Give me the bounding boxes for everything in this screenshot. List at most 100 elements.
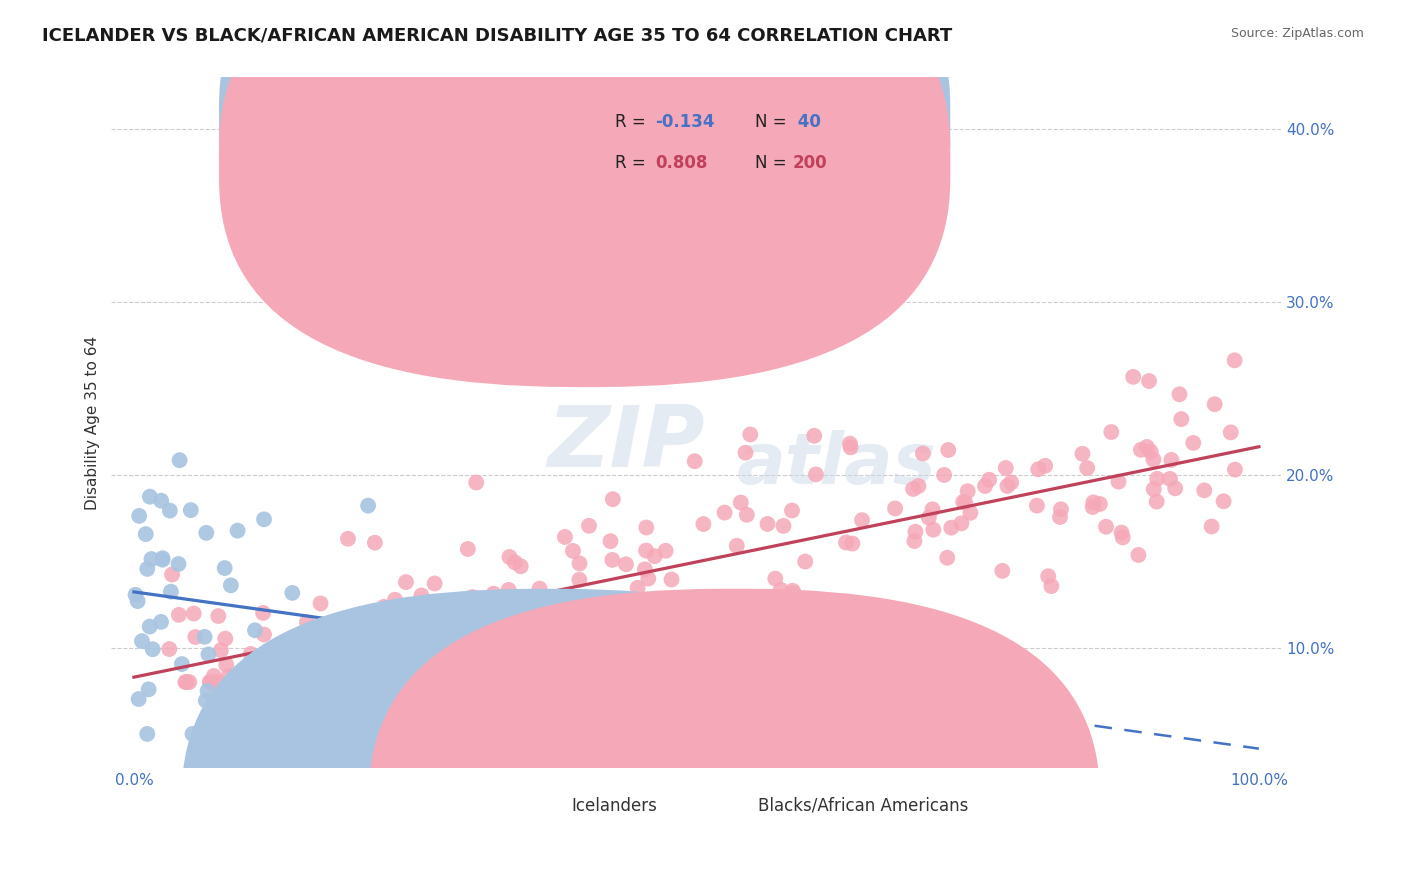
Point — [232, 666, 254, 681]
Point — [803, 429, 825, 443]
Point — [683, 454, 706, 468]
Text: Blacks/African Americans: Blacks/African Americans — [758, 797, 969, 814]
Point — [644, 549, 666, 564]
Point — [602, 553, 624, 567]
Point — [922, 523, 945, 537]
Point — [219, 578, 242, 592]
Point — [921, 502, 943, 516]
Point — [1033, 458, 1056, 473]
Point — [1122, 369, 1144, 384]
Point — [170, 657, 193, 671]
Point — [253, 627, 276, 641]
Point — [911, 446, 934, 460]
Point — [1219, 425, 1241, 440]
Point — [207, 609, 229, 624]
Point — [262, 675, 284, 690]
Point — [180, 503, 202, 517]
Point — [799, 638, 821, 652]
Point — [612, 634, 634, 648]
Point — [740, 427, 762, 442]
Point — [1170, 412, 1192, 426]
Point — [1026, 462, 1049, 476]
Point — [464, 634, 486, 648]
FancyBboxPatch shape — [181, 589, 912, 892]
Text: -0.134: -0.134 — [655, 112, 716, 130]
Point — [335, 640, 357, 654]
Point — [637, 572, 659, 586]
FancyBboxPatch shape — [550, 95, 890, 202]
Point — [1088, 497, 1111, 511]
Point — [169, 453, 191, 467]
Point — [128, 508, 150, 523]
Point — [661, 573, 683, 587]
Point — [950, 516, 973, 531]
Point — [398, 647, 420, 661]
Point — [756, 516, 779, 531]
Point — [124, 588, 146, 602]
Point — [150, 615, 173, 629]
Point — [252, 606, 274, 620]
Point — [160, 567, 183, 582]
Text: R =: R = — [614, 154, 645, 172]
Point — [200, 675, 222, 690]
Point — [138, 619, 160, 633]
Point — [941, 521, 963, 535]
Point — [179, 675, 201, 690]
Point — [395, 575, 418, 590]
Point — [752, 606, 775, 620]
Point — [461, 590, 484, 604]
Point — [375, 607, 398, 621]
Point — [465, 675, 488, 690]
Point — [207, 675, 229, 690]
Point — [253, 512, 276, 526]
Point — [131, 634, 153, 648]
Point — [665, 637, 688, 651]
Point — [392, 615, 415, 630]
Point — [1040, 579, 1063, 593]
Point — [1143, 482, 1166, 496]
Text: 40: 40 — [793, 112, 821, 130]
Text: ICELANDER VS BLACK/AFRICAN AMERICAN DISABILITY AGE 35 TO 64 CORRELATION CHART: ICELANDER VS BLACK/AFRICAN AMERICAN DISA… — [42, 27, 952, 45]
Point — [197, 648, 219, 662]
Point — [411, 589, 433, 603]
Text: N =: N = — [755, 154, 786, 172]
Point — [904, 524, 927, 539]
Point — [730, 495, 752, 509]
Point — [267, 657, 290, 672]
Point — [554, 530, 576, 544]
Point — [959, 506, 981, 520]
Point — [725, 539, 748, 553]
Point — [934, 467, 956, 482]
Point — [568, 557, 591, 571]
Point — [952, 495, 974, 509]
Point — [884, 501, 907, 516]
Point — [772, 519, 794, 533]
Point — [328, 620, 350, 634]
Point — [136, 562, 159, 576]
Point — [997, 479, 1019, 493]
Point — [1083, 495, 1105, 509]
FancyBboxPatch shape — [368, 589, 1099, 892]
Point — [782, 583, 804, 598]
Point — [1142, 452, 1164, 467]
Point — [399, 675, 422, 690]
Point — [194, 693, 217, 707]
Point — [956, 484, 979, 499]
Point — [974, 479, 997, 493]
Point — [128, 692, 150, 706]
Text: Source: ZipAtlas.com: Source: ZipAtlas.com — [1230, 27, 1364, 40]
Point — [851, 513, 873, 527]
Point — [527, 672, 550, 686]
Point — [936, 550, 959, 565]
Point — [498, 582, 520, 597]
Point — [209, 643, 232, 657]
Point — [578, 518, 600, 533]
Point — [263, 726, 285, 740]
Point — [634, 626, 657, 640]
Text: N =: N = — [755, 112, 786, 130]
Point — [159, 503, 181, 517]
Point — [713, 506, 735, 520]
Point — [1076, 461, 1098, 475]
Point — [444, 608, 467, 623]
Point — [214, 561, 236, 575]
